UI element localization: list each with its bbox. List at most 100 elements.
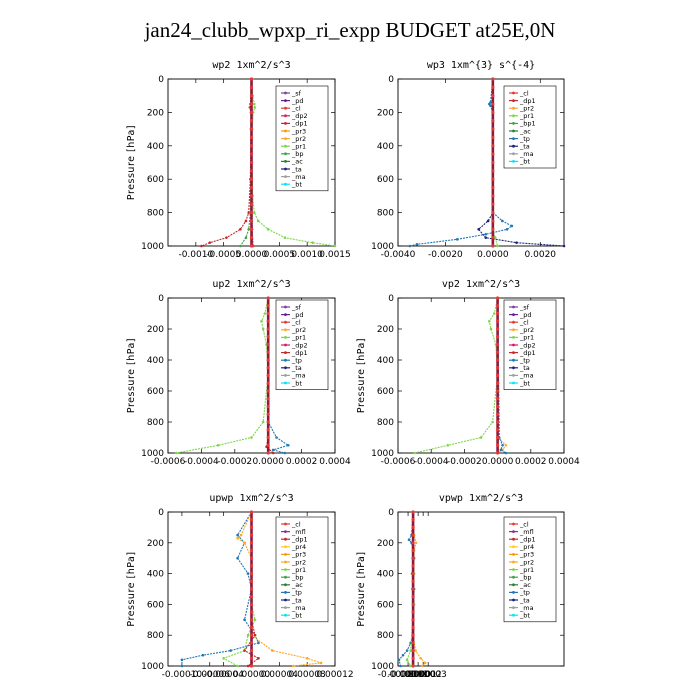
legend-marker xyxy=(284,613,287,617)
data-point xyxy=(236,533,239,537)
legend-marker xyxy=(284,175,287,179)
zero-profile-marker xyxy=(491,211,495,215)
zero-profile-marker xyxy=(411,510,415,514)
data-point xyxy=(216,443,220,447)
zero-profile-marker xyxy=(411,633,415,637)
y-tick-label: 0 xyxy=(388,294,394,304)
legend-label: _bt xyxy=(291,612,302,620)
legend: _sf_pd_cl_pr2_pr1_dp2_dp1_tp_ta_ma_bt xyxy=(503,299,557,390)
zero-profile-marker xyxy=(491,194,495,198)
data-point xyxy=(246,572,250,575)
data-point xyxy=(246,633,250,637)
legend-label: _pr2 xyxy=(291,326,306,334)
y-tick-label: 0 xyxy=(158,75,164,85)
y-tick-label: 400 xyxy=(147,356,164,366)
legend-marker xyxy=(512,328,515,332)
x-tick-label: -0.0002 xyxy=(447,457,482,467)
legend-marker xyxy=(284,560,287,564)
zero-profile-marker xyxy=(491,169,495,173)
y-tick-label: 0 xyxy=(388,75,394,85)
zero-profile-marker xyxy=(266,397,270,401)
legend-marker xyxy=(512,598,515,602)
zero-profile-marker xyxy=(491,219,495,223)
legend-marker xyxy=(512,320,515,324)
legend-marker xyxy=(284,606,287,609)
data-point xyxy=(253,618,257,622)
data-point xyxy=(239,228,242,231)
zero-profile-marker xyxy=(496,428,500,432)
data-point xyxy=(414,541,418,545)
data-point xyxy=(200,244,203,248)
y-tick-label: 800 xyxy=(377,209,394,219)
x-tick-label: 0.0000 xyxy=(236,250,268,260)
data-point xyxy=(488,319,491,323)
data-point xyxy=(333,244,337,248)
legend-label: _pr1 xyxy=(519,566,534,574)
zero-profile-marker xyxy=(266,404,270,409)
zero-profile-marker xyxy=(411,579,415,583)
zero-profile-marker xyxy=(491,236,495,240)
zero-profile-marker xyxy=(491,160,495,165)
zero-profile-marker xyxy=(496,358,500,362)
zero-profile-marker xyxy=(249,664,254,668)
legend-label: _ac xyxy=(519,581,531,589)
zero-profile-marker xyxy=(496,335,500,339)
legend-marker xyxy=(284,568,287,571)
data-point xyxy=(492,312,496,315)
y-tick-label: 200 xyxy=(147,325,164,335)
y-tick-label: 1000 xyxy=(371,242,394,252)
zero-profile-marker xyxy=(249,135,254,140)
zero-profile-marker xyxy=(249,194,254,198)
series-line-pr1 xyxy=(414,297,499,454)
zero-profile-marker xyxy=(249,556,254,560)
legend-label: _pd xyxy=(519,311,532,319)
legend-marker xyxy=(512,575,515,579)
legend-label: _bt xyxy=(291,379,302,387)
data-point xyxy=(247,228,251,231)
x-tick-label: -0.00003 xyxy=(378,670,418,680)
legend-label: _ma xyxy=(291,372,306,380)
data-point xyxy=(499,448,503,452)
legend-label: _pr3 xyxy=(519,551,534,559)
zero-profile-marker xyxy=(491,102,495,106)
data-point xyxy=(409,664,412,668)
legend-label: _pr1 xyxy=(519,334,534,342)
legend-marker xyxy=(512,343,515,347)
data-point xyxy=(493,236,497,239)
zero-profile-marker xyxy=(411,602,415,607)
legend-marker xyxy=(512,99,515,102)
zero-profile-marker xyxy=(249,177,254,181)
legend-marker xyxy=(512,553,515,556)
zero-profile-marker xyxy=(249,595,254,599)
zero-profile-marker xyxy=(496,451,500,455)
y-tick-label: 600 xyxy=(147,175,164,185)
zero-profile-marker xyxy=(266,342,270,347)
legend-label: _bp xyxy=(519,574,532,582)
legend-label: _dp1 xyxy=(519,349,536,357)
legend: _sf_pd_cl_pr2_pr1_dp2_dp1_tp_ta_ma_bt xyxy=(275,299,329,390)
legend-marker xyxy=(284,343,287,347)
data-point xyxy=(413,451,416,455)
zero-profile-marker xyxy=(491,127,495,131)
legend-marker xyxy=(284,575,287,579)
data-point xyxy=(489,327,493,331)
legend-marker xyxy=(284,336,287,339)
legend-marker xyxy=(284,583,287,587)
zero-profile-marker xyxy=(411,564,415,568)
zero-profile-marker xyxy=(411,649,415,653)
x-tick-label: 0.00012 xyxy=(316,670,353,680)
zero-profile-marker xyxy=(249,236,254,240)
zero-profile-marker xyxy=(496,296,500,300)
data-point xyxy=(419,657,422,660)
data-point xyxy=(408,244,412,248)
legend-label: _pr1 xyxy=(291,566,306,574)
zero-profile-marker xyxy=(249,110,254,114)
legend-label: _bt xyxy=(519,379,530,387)
legend-label: _pr2 xyxy=(291,558,306,566)
zero-profile-marker xyxy=(249,602,254,607)
legend-marker xyxy=(512,381,515,385)
data-point xyxy=(239,533,243,537)
chart-panel-2: wp3 1xm^{3} s^{-4}02004006008001000-0.00… xyxy=(371,60,566,260)
zero-profile-marker xyxy=(411,641,415,645)
panel-title: upwp 1xm^2/s^3 xyxy=(209,493,293,504)
